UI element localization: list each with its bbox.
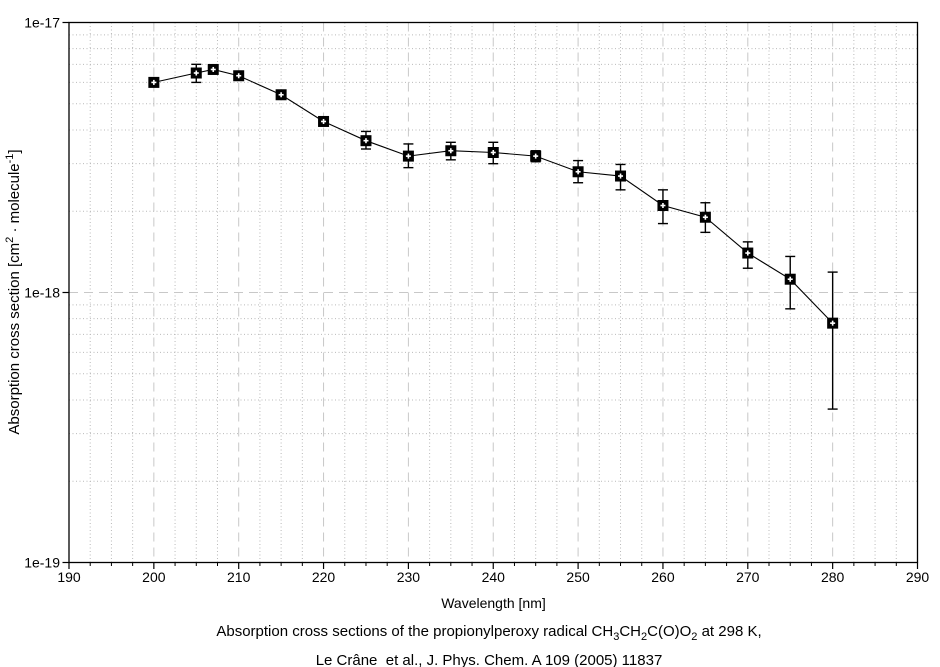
marker-center-cross: [831, 320, 834, 326]
caption-text: Absorption cross sections of the propion…: [216, 623, 614, 640]
x-tick-label: 200: [142, 569, 166, 585]
marker-center-cross: [322, 118, 325, 124]
x-tick-label: 250: [566, 569, 590, 585]
marker-center-cross: [195, 70, 198, 76]
y-axis-title-text: · molecule: [6, 163, 23, 237]
marker-center-cross: [534, 153, 537, 159]
x-tick-label: 220: [312, 569, 336, 585]
marker-center-cross: [407, 153, 410, 159]
caption-subscript: 2: [641, 631, 648, 643]
x-tick-label: 190: [57, 569, 81, 585]
marker-center-cross: [619, 173, 622, 179]
caption-text: CH: [619, 623, 641, 640]
marker-center-cross: [577, 169, 579, 175]
x-tick-label: 230: [397, 569, 421, 585]
y-axis-title-superscript: 2: [4, 236, 16, 243]
x-tick-label: 240: [482, 569, 506, 585]
marker-center-cross: [153, 79, 155, 85]
caption-line-2: Le Crâne et al., J. Phys. Chem. A 109 (2…: [315, 652, 663, 667]
x-tick-label: 260: [651, 569, 675, 585]
marker-center-cross: [704, 214, 707, 220]
marker-center-cross: [365, 138, 367, 144]
marker-center-cross: [662, 203, 664, 209]
y-axis-title-text: Absorption cross section [cm: [6, 242, 23, 435]
caption-subscript: 3: [613, 631, 620, 643]
marker-center-cross: [212, 66, 215, 72]
x-tick-label: 290: [906, 569, 930, 585]
x-axis-title: Wavelength [nm]: [441, 595, 546, 611]
y-tick-label: 1e-18: [24, 285, 60, 301]
marker-center-cross: [280, 92, 282, 98]
caption-line-1: Absorption cross sections of the propion…: [39, 620, 939, 649]
marker-center-cross: [789, 276, 792, 282]
x-tick-label: 210: [227, 569, 251, 585]
figure-caption: Absorption cross sections of the propion…: [39, 620, 939, 667]
x-tick-label: 270: [736, 569, 760, 585]
y-axis-title: Absorption cross section [cm2 · molecule…: [4, 82, 24, 502]
caption-text: at 298 K,: [697, 623, 762, 640]
x-tick-label: 280: [821, 569, 845, 585]
marker-center-cross: [747, 250, 749, 256]
y-axis-title-text: ]: [6, 149, 23, 154]
marker-center-cross: [237, 73, 240, 79]
marker-center-cross: [450, 148, 452, 154]
y-tick-label: 1e-19: [24, 555, 60, 571]
caption-subscript: 2: [691, 631, 698, 643]
marker-center-cross: [492, 150, 495, 156]
y-axis-title-superscript: -1: [4, 153, 16, 164]
y-tick-label: 1e-17: [24, 15, 60, 31]
caption-text: C(O)O: [647, 623, 692, 640]
